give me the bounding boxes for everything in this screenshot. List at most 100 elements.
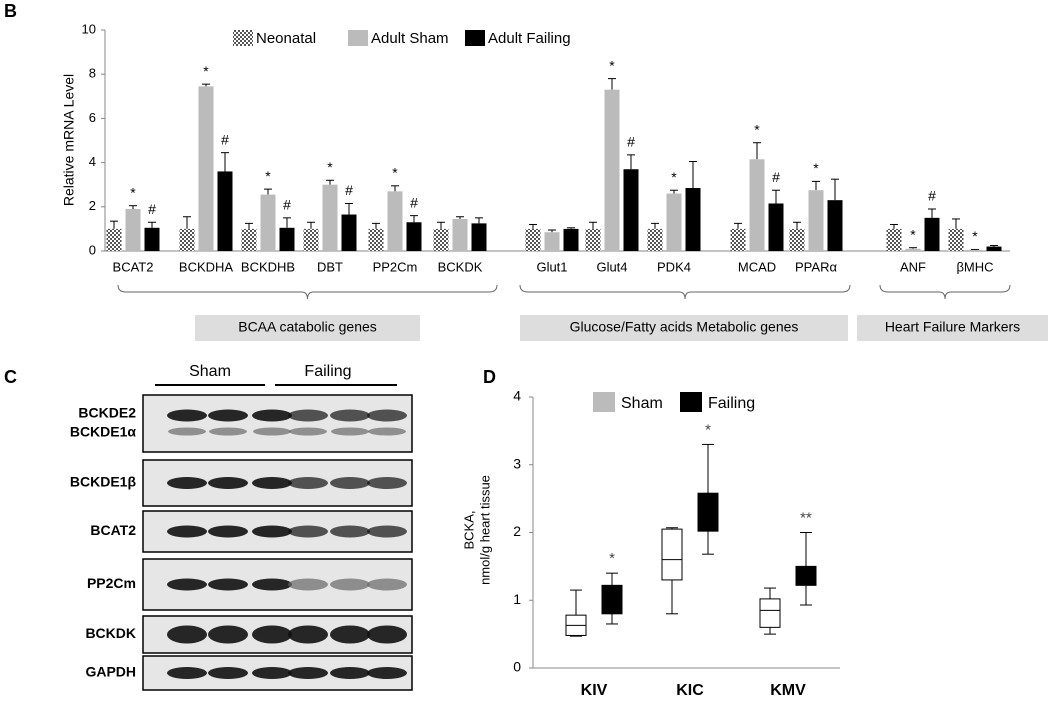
bar bbox=[322, 184, 338, 251]
x-tick-label: DBT bbox=[317, 259, 343, 274]
bar bbox=[585, 228, 601, 251]
bar bbox=[827, 200, 843, 251]
x-tick-label: βMHC bbox=[956, 259, 993, 274]
significance-mark: * bbox=[972, 228, 978, 244]
bar bbox=[303, 228, 319, 251]
bar bbox=[647, 228, 663, 251]
group-label-box bbox=[195, 315, 420, 341]
significance-mark: # bbox=[772, 169, 780, 185]
bar bbox=[768, 203, 784, 251]
significance-mark: * bbox=[609, 57, 615, 73]
y-axis-label: BCKA, bbox=[461, 510, 476, 549]
y-tick-label: 0 bbox=[513, 659, 521, 675]
bar bbox=[406, 222, 422, 251]
blot-row-label: BCKDE1α bbox=[70, 424, 137, 440]
blot-band bbox=[330, 625, 370, 644]
blot-band bbox=[167, 409, 207, 422]
x-tick-label: ANF bbox=[900, 259, 926, 274]
significance-mark: * bbox=[609, 550, 615, 567]
bar bbox=[144, 227, 160, 251]
blot-band bbox=[331, 427, 369, 436]
significance-mark: # bbox=[345, 182, 353, 198]
blot-band bbox=[288, 578, 328, 591]
blot-row-label: BCAT2 bbox=[90, 522, 136, 538]
significance-mark: # bbox=[221, 131, 229, 147]
group-brace bbox=[519, 284, 851, 300]
box bbox=[601, 584, 623, 615]
blot-band bbox=[288, 625, 328, 644]
blot-band bbox=[330, 667, 370, 679]
group-label: Heart Failure Markers bbox=[885, 319, 1020, 335]
group-label-box bbox=[520, 315, 848, 341]
legend-label: Failing bbox=[708, 395, 755, 412]
blot-band bbox=[168, 427, 206, 436]
blot-row-label: BCKDE2 bbox=[78, 405, 136, 421]
bar bbox=[452, 218, 468, 251]
blot-band bbox=[367, 578, 407, 591]
group-brace bbox=[117, 284, 498, 300]
blot-band bbox=[208, 525, 248, 538]
significance-mark: * bbox=[705, 421, 711, 438]
x-tick-label: BCAT2 bbox=[113, 259, 154, 274]
significance-mark: * bbox=[130, 184, 136, 200]
legend-swatch bbox=[348, 30, 368, 46]
significance-mark: * bbox=[327, 159, 333, 175]
group-label-box bbox=[857, 315, 1048, 341]
bar bbox=[241, 228, 257, 251]
blot-band bbox=[330, 525, 370, 538]
blot-band bbox=[252, 578, 292, 591]
bar bbox=[471, 223, 487, 251]
y-tick-label: 0 bbox=[89, 242, 96, 257]
significance-mark: * bbox=[203, 63, 209, 79]
significance-mark: * bbox=[671, 169, 677, 185]
bar bbox=[666, 193, 682, 251]
blot-band bbox=[208, 409, 248, 422]
legend-swatch bbox=[593, 392, 615, 412]
blot-band bbox=[288, 477, 328, 489]
blot-band bbox=[252, 477, 292, 489]
bar bbox=[260, 194, 276, 251]
panel-label: C bbox=[4, 367, 17, 387]
bar bbox=[341, 214, 357, 251]
blot-row-label: GAPDH bbox=[85, 664, 136, 680]
significance-mark: # bbox=[283, 197, 291, 213]
blot-band bbox=[252, 667, 292, 679]
x-tick-label: BCKDHB bbox=[241, 259, 295, 274]
bar bbox=[685, 188, 701, 251]
bar bbox=[905, 248, 921, 251]
blot-band bbox=[252, 409, 292, 422]
blot-band bbox=[367, 667, 407, 679]
blot-band bbox=[167, 625, 207, 644]
bar bbox=[948, 228, 964, 251]
blot-band bbox=[368, 427, 406, 436]
bar bbox=[544, 232, 560, 251]
bar bbox=[106, 228, 122, 251]
significance-mark: * bbox=[392, 165, 398, 181]
legend-label: Adult Failing bbox=[488, 30, 571, 47]
bar bbox=[179, 228, 195, 251]
bar bbox=[217, 171, 233, 251]
bar bbox=[986, 246, 1002, 251]
blot-band bbox=[330, 409, 370, 422]
blot-band bbox=[209, 427, 247, 436]
bar bbox=[387, 191, 403, 251]
legend-swatch bbox=[680, 392, 702, 412]
bar bbox=[623, 169, 639, 251]
blot-band bbox=[288, 525, 328, 538]
group-label: BCAA catabolic genes bbox=[238, 319, 377, 335]
y-tick-label: 4 bbox=[89, 154, 96, 169]
legend-label: Neonatal bbox=[256, 30, 316, 47]
group-brace bbox=[879, 284, 1011, 300]
blot-band bbox=[367, 477, 407, 489]
x-tick-label: KMV bbox=[770, 682, 806, 699]
significance-mark: # bbox=[627, 134, 635, 150]
y-tick-label: 6 bbox=[89, 110, 96, 125]
box bbox=[759, 598, 781, 628]
blot-band bbox=[330, 477, 370, 489]
panel-label: D bbox=[483, 367, 496, 387]
box bbox=[697, 492, 719, 532]
box bbox=[661, 528, 683, 581]
x-tick-label: Glut1 bbox=[536, 259, 567, 274]
bar bbox=[967, 249, 983, 251]
